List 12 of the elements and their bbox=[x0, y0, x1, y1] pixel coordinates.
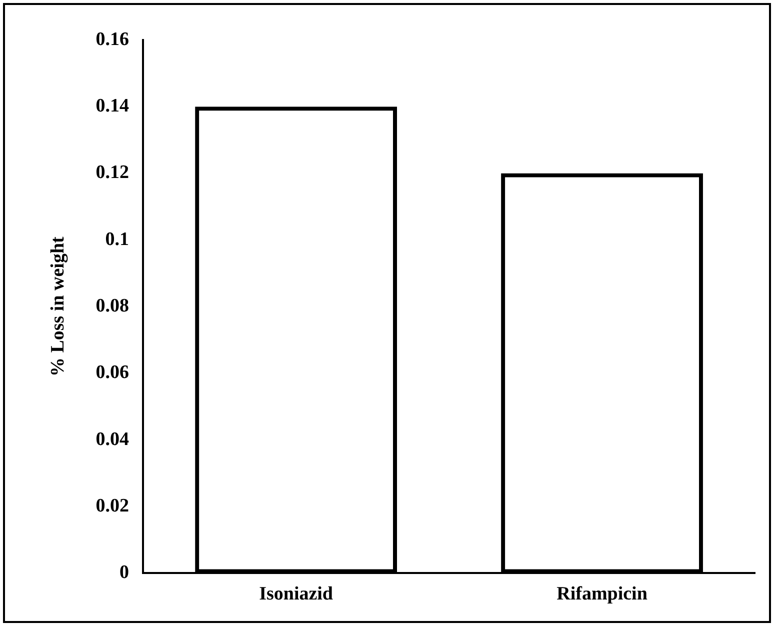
y-tick-label: 0.08 bbox=[96, 296, 130, 317]
y-axis-title: % Loss in weight bbox=[47, 236, 68, 377]
y-tick-label: 0.04 bbox=[96, 428, 130, 450]
y-tick-label: 0.12 bbox=[96, 162, 130, 184]
y-tick-label: 0.14 bbox=[96, 96, 130, 117]
y-tick-label: 0.1 bbox=[105, 228, 130, 250]
y-tick-label: 0.06 bbox=[96, 362, 130, 384]
y-tick-label: 0.16 bbox=[96, 28, 130, 50]
y-tick-label: 0.02 bbox=[96, 495, 130, 516]
y-tick-label: 0 bbox=[120, 562, 130, 584]
x-tick-label: Isoniazid bbox=[259, 584, 334, 605]
x-tick-label: Rifampicin bbox=[556, 584, 648, 605]
